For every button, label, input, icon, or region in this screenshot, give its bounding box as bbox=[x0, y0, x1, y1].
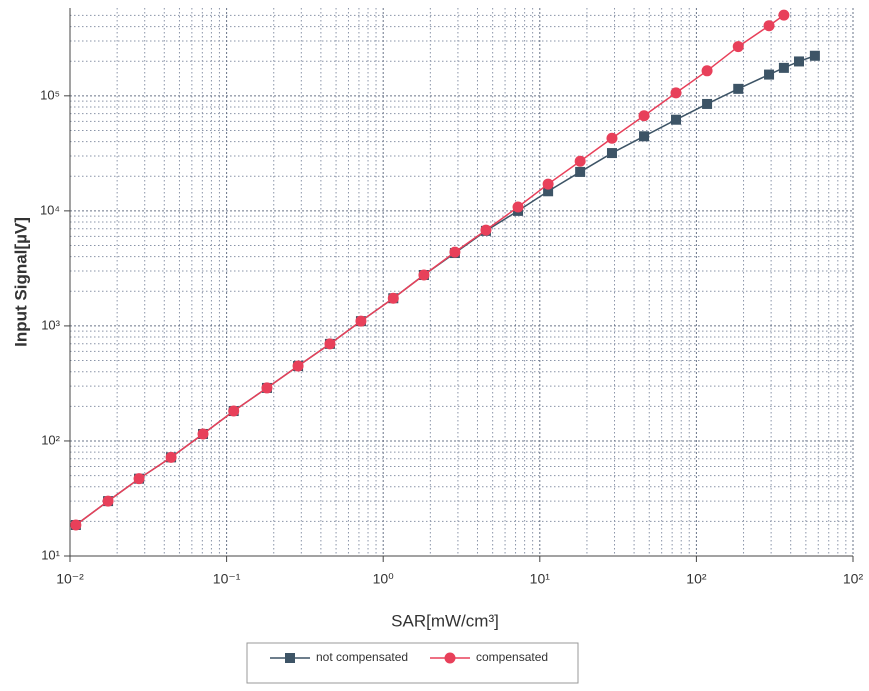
legend-marker bbox=[444, 652, 456, 664]
y-tick-label: 10³ bbox=[41, 317, 60, 332]
data-point bbox=[638, 110, 650, 122]
data-point bbox=[542, 178, 554, 190]
x-tick-label: 10⁻² bbox=[56, 571, 84, 587]
data-point bbox=[606, 132, 618, 144]
legend-label: compensated bbox=[476, 650, 548, 664]
data-point bbox=[809, 50, 820, 61]
data-point bbox=[480, 224, 492, 236]
data-point bbox=[793, 56, 804, 67]
data-point bbox=[763, 20, 775, 32]
data-point bbox=[355, 315, 367, 327]
data-point bbox=[418, 269, 430, 281]
data-point bbox=[778, 9, 790, 21]
data-point bbox=[261, 382, 273, 394]
data-point bbox=[133, 473, 145, 485]
data-point bbox=[732, 41, 744, 53]
data-point bbox=[165, 451, 177, 463]
series-line bbox=[75, 14, 785, 526]
data-point bbox=[606, 148, 617, 159]
data-point bbox=[670, 87, 682, 99]
y-tick-label: 10⁴ bbox=[40, 202, 60, 217]
legend-box bbox=[246, 642, 579, 684]
y-axis-label: Input Signal[µV] bbox=[11, 217, 30, 347]
data-point bbox=[228, 405, 240, 417]
data-point bbox=[449, 246, 461, 258]
x-tick-label: 10⁻¹ bbox=[213, 571, 241, 587]
data-point bbox=[324, 338, 336, 350]
data-point bbox=[701, 65, 713, 77]
data-point bbox=[639, 131, 650, 142]
data-point bbox=[197, 428, 209, 440]
x-tick-label: 10⁰ bbox=[373, 571, 395, 587]
y-tick-label: 10⁵ bbox=[40, 87, 60, 102]
data-point bbox=[764, 69, 775, 80]
data-point bbox=[575, 166, 586, 177]
data-point bbox=[733, 83, 744, 94]
data-point bbox=[387, 292, 399, 304]
data-point bbox=[292, 360, 304, 372]
data-point bbox=[574, 155, 586, 167]
data-point bbox=[671, 114, 682, 125]
data-point bbox=[543, 186, 554, 197]
series-line bbox=[75, 55, 816, 526]
y-tick-label: 10² bbox=[41, 432, 60, 447]
data-point bbox=[70, 519, 82, 531]
x-axis-label: SAR[mW/cm³] bbox=[391, 611, 499, 630]
data-point bbox=[778, 62, 789, 73]
legend-label: not compensated bbox=[316, 650, 408, 664]
data-point bbox=[102, 495, 114, 507]
y-tick-label: 10¹ bbox=[41, 547, 60, 562]
data-point bbox=[512, 201, 524, 213]
x-tick-label: 10¹ bbox=[530, 571, 551, 587]
x-tick-label: 10² bbox=[843, 571, 864, 587]
legend-marker bbox=[285, 653, 295, 663]
x-tick-label: 10² bbox=[686, 571, 707, 587]
data-point bbox=[702, 98, 713, 109]
